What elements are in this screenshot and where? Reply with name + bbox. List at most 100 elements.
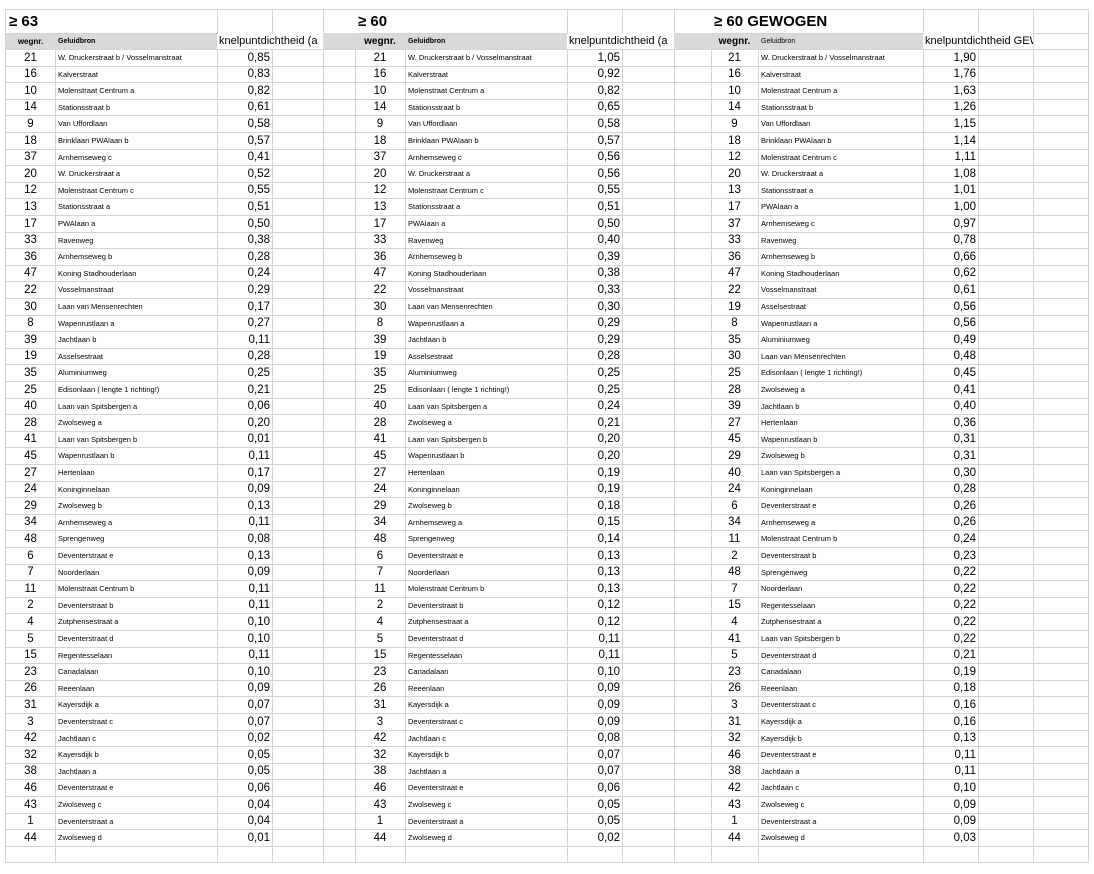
cell[interactable]	[978, 331, 1034, 349]
cell[interactable]	[1033, 464, 1089, 482]
geluidbron-cell[interactable]: Laan van Spitsbergen a	[758, 464, 924, 482]
cell[interactable]	[978, 580, 1034, 598]
cell[interactable]	[622, 547, 675, 565]
cell[interactable]	[323, 381, 356, 399]
cell[interactable]	[674, 829, 712, 847]
cell[interactable]	[323, 497, 356, 515]
wegnr-cell[interactable]: 13	[5, 198, 56, 216]
cell[interactable]	[978, 464, 1034, 482]
knelpuntdichtheid-cell[interactable]: 0,41	[923, 381, 979, 399]
geluidbron-cell[interactable]: Molenstraat Centrum a	[55, 82, 218, 100]
wegnr-cell[interactable]: 14	[355, 99, 406, 116]
cell[interactable]	[622, 647, 675, 664]
wegnr-cell[interactable]: 29	[355, 497, 406, 515]
cell[interactable]	[272, 431, 324, 448]
knelpuntdichtheid-cell[interactable]: 0,56	[923, 298, 979, 316]
geluidbron-cell[interactable]: Jachtlaan a	[55, 763, 218, 780]
knelpuntdichtheid-cell[interactable]: 0,19	[923, 663, 979, 681]
geluidbron-cell[interactable]: Vosselmanstraat	[758, 281, 924, 299]
cell[interactable]	[1033, 713, 1089, 731]
empty-cell[interactable]	[622, 846, 675, 863]
geluidbron-cell[interactable]: Laan van Spitsbergen b	[405, 431, 568, 448]
cell[interactable]	[674, 564, 712, 581]
cell[interactable]	[272, 248, 324, 266]
cell[interactable]	[622, 281, 675, 299]
cell[interactable]	[622, 746, 675, 764]
cell[interactable]	[674, 647, 712, 664]
cell[interactable]	[272, 514, 324, 531]
wegnr-cell[interactable]: 22	[711, 281, 759, 299]
knelpuntdichtheid-cell[interactable]: 0,09	[217, 481, 273, 498]
cell[interactable]	[674, 431, 712, 448]
knelpuntdichtheid-cell[interactable]: 0,55	[567, 182, 623, 199]
wegnr-cell[interactable]: 36	[711, 248, 759, 266]
cell[interactable]	[272, 281, 324, 299]
cell[interactable]	[978, 149, 1034, 166]
cell[interactable]	[1033, 597, 1089, 614]
cell[interactable]	[923, 9, 979, 34]
geluidbron-cell[interactable]: Arnhemseweg a	[758, 514, 924, 531]
cell[interactable]	[978, 232, 1034, 249]
geluidbron-cell[interactable]: Deventerstraat e	[55, 779, 218, 797]
cell[interactable]	[622, 730, 675, 747]
cell[interactable]	[323, 281, 356, 299]
knelpuntdichtheid-cell[interactable]: 0,65	[567, 99, 623, 116]
wegnr-cell[interactable]: 18	[711, 132, 759, 150]
knelpuntdichtheid-cell[interactable]: 0,22	[923, 580, 979, 598]
geluidbron-cell[interactable]: Arnhemseweg c	[55, 149, 218, 166]
cell[interactable]	[622, 66, 675, 83]
cell[interactable]	[1033, 564, 1089, 581]
wegnr-cell[interactable]: 40	[5, 398, 56, 415]
geluidbron-cell[interactable]: Molenstraat Centrum a	[758, 82, 924, 100]
cell[interactable]	[674, 597, 712, 614]
geluidbron-cell[interactable]: Zwolseweg b	[758, 447, 924, 465]
cell[interactable]	[622, 696, 675, 714]
cell[interactable]	[622, 182, 675, 199]
wegnr-cell[interactable]: 6	[5, 547, 56, 565]
knelpuntdichtheid-cell[interactable]: 0,07	[567, 746, 623, 764]
geluidbron-cell[interactable]: Noorderlaan	[405, 564, 568, 581]
geluidbron-cell[interactable]: Van Uffordlaan	[405, 115, 568, 133]
cell[interactable]	[622, 198, 675, 216]
knelpuntdichtheid-cell[interactable]: 0,16	[923, 713, 979, 731]
geluidbron-cell[interactable]: Sprengenweg	[405, 530, 568, 548]
cell[interactable]	[622, 348, 675, 365]
geluidbron-cell[interactable]: Edisonlaan ( lengte 1 richting!)	[55, 381, 218, 399]
knelpuntdichtheid-cell[interactable]: 0,40	[567, 232, 623, 249]
geluidbron-cell[interactable]: Hertenlaan	[405, 464, 568, 482]
cell[interactable]	[1033, 99, 1089, 116]
knelpuntdichtheid-cell[interactable]: 0,09	[923, 813, 979, 830]
geluidbron-cell[interactable]: Koninginnelaan	[758, 481, 924, 498]
wegnr-cell[interactable]: 13	[355, 198, 406, 216]
knelpuntdichtheid-cell[interactable]: 0,30	[923, 464, 979, 482]
cell[interactable]	[622, 829, 675, 847]
wegnr-cell[interactable]: 5	[5, 630, 56, 648]
geluidbron-cell[interactable]: Laan van Spitsbergen a	[405, 398, 568, 415]
knelpuntdichtheid-cell[interactable]: 0,07	[217, 696, 273, 714]
geluidbron-cell[interactable]: Sprengenweg	[758, 564, 924, 581]
geluidbron-cell[interactable]: Asselsestraat	[405, 348, 568, 365]
wegnr-cell[interactable]: 48	[5, 530, 56, 548]
knelpuntdichtheid-cell[interactable]: 0,11	[923, 746, 979, 764]
wegnr-cell[interactable]: 20	[5, 165, 56, 183]
wegnr-cell[interactable]: 32	[711, 730, 759, 747]
geluidbron-cell[interactable]: Arnhemseweg c	[405, 149, 568, 166]
cell[interactable]	[674, 746, 712, 764]
knelpuntdichtheid-cell[interactable]: 0,05	[217, 763, 273, 780]
geluidbron-cell[interactable]: Deventerstraat c	[405, 713, 568, 731]
geluidbron-cell[interactable]: Reeenlaan	[55, 680, 218, 697]
cell[interactable]	[323, 33, 356, 50]
cell[interactable]	[1033, 763, 1089, 780]
knelpuntdichtheid-cell[interactable]: 0,16	[923, 696, 979, 714]
wegnr-cell[interactable]: 18	[355, 132, 406, 150]
cell[interactable]	[272, 49, 324, 67]
cell[interactable]	[1033, 447, 1089, 465]
knelpuntdichtheid-cell[interactable]: 1,00	[923, 198, 979, 216]
wegnr-cell[interactable]: 15	[355, 647, 406, 664]
wegnr-cell[interactable]: 32	[355, 746, 406, 764]
cell[interactable]	[674, 680, 712, 697]
cell[interactable]	[622, 630, 675, 648]
geluidbron-cell[interactable]: Vosselmanstraat	[405, 281, 568, 299]
wegnr-cell[interactable]: 41	[355, 431, 406, 448]
knelpuntdichtheid-cell[interactable]: 0,92	[567, 66, 623, 83]
